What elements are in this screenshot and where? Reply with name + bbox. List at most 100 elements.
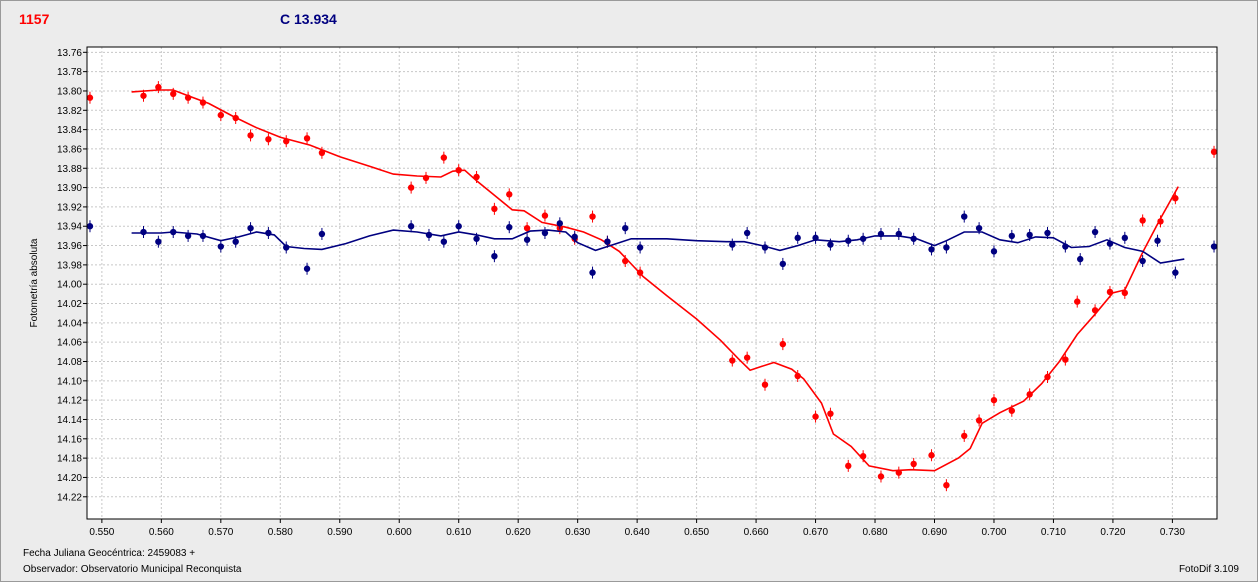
x-tick-label-12: 0.670 [803, 527, 828, 538]
series-0-point-7 [232, 114, 239, 122]
series-1-point-41 [943, 244, 950, 251]
series-1-point-31 [779, 260, 787, 268]
y-tick-label-21: 14.18 [57, 454, 82, 465]
series-0-point-17 [473, 173, 480, 181]
series-1-point-52 [1121, 234, 1129, 242]
series-1-point-56 [1210, 243, 1218, 250]
series-1-point-2 [155, 238, 162, 245]
y-tick-label-12: 14.00 [57, 280, 82, 291]
series-1-point-25 [604, 238, 611, 245]
series-1-point-12 [318, 230, 326, 238]
y-tick-label-10: 13.96 [57, 241, 82, 252]
x-tick-label-11: 0.660 [744, 527, 769, 538]
series-1-point-23 [571, 233, 578, 241]
series-1-point-16 [455, 223, 462, 230]
series-0-point-19 [506, 191, 513, 198]
series-0-point-41 [943, 481, 950, 489]
series-1-point-18 [491, 252, 498, 260]
y-tick-label-4: 13.84 [57, 125, 82, 136]
series-1-point-32 [794, 234, 801, 242]
series-0-point-45 [1008, 407, 1016, 414]
series-1-point-44 [990, 248, 998, 255]
x-tick-label-5: 0.600 [387, 527, 412, 538]
series-1-point-28 [729, 241, 736, 248]
series-0-point-0 [86, 94, 94, 101]
series-0-point-14 [422, 174, 430, 182]
series-0-point-21 [541, 212, 549, 219]
series-1-point-7 [232, 238, 239, 245]
x-tick-label-17: 0.720 [1100, 527, 1125, 538]
series-0-point-8 [247, 132, 254, 139]
series-0-point-49 [1074, 298, 1081, 305]
series-1-point-19 [506, 224, 513, 231]
series-0-point-6 [217, 111, 225, 119]
series-0-point-11 [303, 135, 311, 142]
y-tick-label-8: 13.92 [57, 202, 82, 213]
series-1-curve [131, 229, 1185, 264]
series-1-point-55 [1172, 269, 1179, 276]
x-tick-label-13: 0.680 [863, 527, 888, 538]
series-0-point-24 [589, 213, 596, 220]
y-tick-label-2: 13.80 [57, 86, 82, 97]
x-tick-label-1: 0.560 [149, 527, 174, 538]
plot-border [86, 46, 1218, 520]
series-0-point-2 [155, 83, 162, 91]
series-1-point-47 [1044, 229, 1051, 237]
x-tick-label-0: 0.550 [89, 527, 114, 538]
series-1 [86, 210, 1218, 279]
series-1-point-40 [928, 246, 935, 253]
x-axis-ticks: 0.550 0.560 0.570 0.580 0.590 0.600 0.610 0.620… [89, 519, 1185, 538]
series-0-point-56 [1210, 148, 1218, 156]
series-1-point-11 [303, 265, 311, 272]
series-0-point-27 [636, 269, 644, 276]
series-1-point-6 [217, 243, 225, 250]
series-1-point-15 [440, 238, 448, 245]
series-1-point-1 [140, 228, 147, 236]
x-tick-label-3: 0.580 [268, 527, 293, 538]
series-0-point-43 [975, 417, 983, 424]
comparison-label: C 13.934 [280, 11, 337, 27]
x-tick-label-7: 0.620 [506, 527, 531, 538]
series-layer [86, 81, 1218, 492]
series-0-point-40 [928, 452, 935, 459]
series-1-point-50 [1091, 228, 1099, 236]
series-1-point-48 [1062, 243, 1069, 250]
series-1-point-20 [523, 236, 531, 243]
series-1-point-45 [1008, 232, 1016, 240]
series-0-point-51 [1106, 288, 1114, 296]
series-1-point-29 [743, 229, 751, 237]
x-tick-label-18: 0.730 [1160, 527, 1185, 538]
y-tick-label-3: 13.82 [57, 106, 82, 117]
series-0-point-16 [455, 166, 462, 174]
series-0-point-39 [910, 460, 917, 468]
series-0-point-1 [140, 92, 147, 99]
series-0-point-44 [990, 396, 998, 404]
series-1-point-8 [247, 224, 254, 232]
y-tick-label-15: 14.06 [57, 338, 82, 349]
series-0-point-54 [1157, 218, 1164, 225]
series-0-point-42 [961, 432, 968, 440]
y-tick-label-14: 14.04 [57, 318, 82, 329]
series-0-point-48 [1062, 356, 1069, 363]
y-tick-label-13: 14.02 [57, 299, 82, 310]
series-0-point-34 [827, 410, 834, 417]
series-0-point-29 [743, 354, 751, 361]
series-1-point-46 [1026, 231, 1033, 239]
x-tick-label-14: 0.690 [922, 527, 947, 538]
series-1-point-24 [589, 269, 596, 276]
series-1-point-34 [827, 241, 834, 248]
series-0-point-36 [859, 452, 867, 460]
series-0-point-37 [877, 473, 885, 480]
series-1-point-4 [184, 232, 192, 240]
series-0-point-50 [1091, 307, 1099, 314]
series-1-point-0 [86, 223, 94, 230]
series-0-point-35 [845, 462, 852, 470]
y-tick-label-6: 13.88 [57, 164, 82, 175]
y-tick-label-0: 13.76 [57, 48, 82, 59]
y-tick-label-16: 14.08 [57, 357, 82, 368]
series-1-point-54 [1154, 237, 1161, 244]
series-1-point-39 [910, 235, 917, 242]
y-axis-label: Fotometría absoluta [29, 238, 40, 327]
series-0-point-33 [812, 413, 819, 420]
series-0-point-3 [170, 90, 177, 98]
